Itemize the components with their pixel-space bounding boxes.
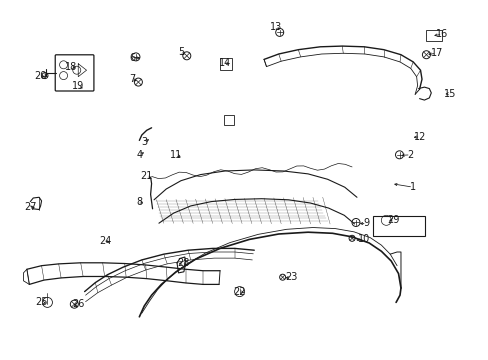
Text: 5: 5 (178, 47, 183, 57)
Text: 7: 7 (129, 74, 135, 84)
Text: 11: 11 (169, 150, 182, 160)
Bar (426, 30, 441, 41)
Text: 24: 24 (99, 236, 111, 246)
Text: 23: 23 (284, 272, 297, 282)
Text: 14: 14 (218, 58, 231, 68)
Text: 29: 29 (386, 215, 399, 225)
Text: 17: 17 (429, 48, 442, 58)
Text: 18: 18 (64, 62, 77, 72)
Text: 13: 13 (269, 22, 282, 32)
Text: 16: 16 (435, 29, 448, 39)
Bar (220, 58, 231, 70)
Text: 21: 21 (140, 171, 153, 181)
Text: 20: 20 (34, 71, 46, 81)
Text: 15: 15 (443, 89, 455, 99)
Text: 27: 27 (24, 202, 37, 212)
Text: 28: 28 (177, 258, 189, 268)
Text: 9: 9 (363, 218, 369, 228)
Text: 26: 26 (72, 299, 84, 309)
Bar (224, 114, 233, 125)
Text: 10: 10 (357, 234, 370, 244)
Text: 4: 4 (136, 150, 142, 160)
Text: 1: 1 (409, 182, 415, 192)
Text: 22: 22 (233, 287, 245, 297)
Text: 12: 12 (413, 132, 426, 142)
Text: 19: 19 (72, 81, 84, 91)
Text: 8: 8 (136, 197, 142, 207)
Text: 2: 2 (407, 150, 413, 160)
Text: 3: 3 (141, 137, 147, 147)
Text: 6: 6 (129, 53, 135, 63)
Text: 25: 25 (35, 297, 48, 307)
